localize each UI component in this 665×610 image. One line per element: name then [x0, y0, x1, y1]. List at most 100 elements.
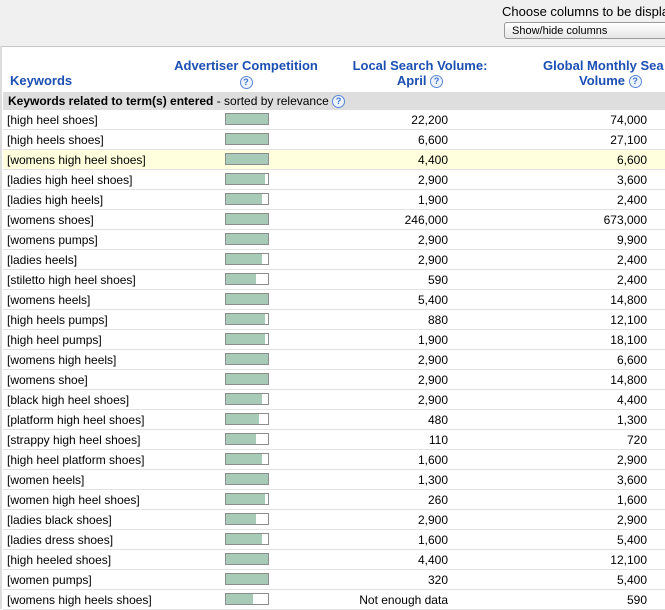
competition-bar [225, 113, 269, 125]
competition-bar-fill [226, 114, 268, 124]
competition-bar-fill [226, 514, 256, 524]
local-volume-cell: 2,900 [417, 173, 448, 187]
competition-bar-fill [226, 134, 268, 144]
keyword-cell[interactable]: [women pumps] [7, 573, 92, 587]
keyword-cell[interactable]: [high heeled shoes] [7, 553, 112, 567]
local-volume-cell: 4,400 [417, 553, 448, 567]
competition-bar-fill [226, 294, 268, 304]
competition-bar-fill [226, 434, 256, 444]
competition-bar-fill [226, 354, 268, 364]
global-volume-cell: 27,100 [610, 133, 647, 147]
local-volume-cell: 2,900 [417, 353, 448, 367]
competition-bar [225, 493, 269, 505]
table-row: [high heels shoes] 6,600 27,100 [3, 130, 665, 150]
competition-help-icon[interactable]: ? [239, 76, 253, 90]
global-volume-cell: 2,400 [616, 253, 647, 267]
competition-header-label[interactable]: Advertiser Competition [174, 58, 318, 73]
global-volume-cell: 14,800 [610, 293, 647, 307]
competition-bar [225, 593, 269, 605]
keyword-cell[interactable]: [womens shoes] [7, 213, 94, 227]
competition-bar-fill [226, 454, 263, 464]
local-volume-cell: 4,400 [417, 153, 448, 167]
local-volume-cell: 1,300 [417, 473, 448, 487]
global-volume-help-icon[interactable]: ? [628, 75, 642, 89]
table-row: [women high heel shoes] 260 1,600 [3, 490, 665, 510]
column-header-local-volume[interactable]: Local Search Volume: April ? [346, 58, 494, 89]
keyword-cell[interactable]: [womens shoe] [7, 373, 88, 387]
keyword-cell[interactable]: [ladies high heel shoes] [7, 173, 133, 187]
competition-bar [225, 573, 269, 585]
competition-bar-fill [226, 194, 263, 204]
global-volume-cell: 5,400 [616, 573, 647, 587]
keyword-cell[interactable]: [black high heel shoes] [7, 393, 130, 407]
local-volume-cell: 480 [427, 413, 448, 427]
competition-bar [225, 393, 269, 405]
competition-bar [225, 513, 269, 525]
keyword-cell[interactable]: [womens high heels] [7, 353, 117, 367]
table-row: [ladies dress shoes] 1,600 5,400 [3, 530, 665, 550]
keyword-cell[interactable]: [ladies heels] [7, 253, 78, 267]
keyword-cell[interactable]: [women high heel shoes] [7, 493, 140, 507]
global-volume-cell: 2,400 [616, 193, 647, 207]
keyword-cell[interactable]: [high heel platform shoes] [7, 453, 145, 467]
global-volume-cell: 6,600 [616, 353, 647, 367]
global-volume-header-line2[interactable]: Volume [579, 73, 625, 88]
local-volume-help-icon[interactable]: ? [430, 75, 444, 89]
group-sort-note: - sorted by relevance [213, 94, 329, 108]
competition-bar-fill [226, 554, 268, 564]
table-row: [platform high heel shoes] 480 1,300 [3, 410, 665, 430]
keyword-cell[interactable]: [womens pumps] [7, 233, 98, 247]
local-volume-header-line1[interactable]: Local Search Volume: [352, 58, 488, 73]
competition-bar-fill [226, 234, 268, 244]
keyword-cell[interactable]: [womens high heel shoes] [7, 153, 146, 167]
competition-bar-fill [226, 414, 260, 424]
choose-columns-label: Choose columns to be displa [502, 4, 665, 19]
global-volume-header-line1[interactable]: Global Monthly Sea [543, 58, 664, 73]
global-volume-cell: 6,600 [616, 153, 647, 167]
show-hide-columns-select[interactable]: Show/hide columns [504, 22, 665, 39]
competition-bar [225, 553, 269, 565]
competition-bar [225, 233, 269, 245]
table-row: [high heel pumps] 1,900 18,100 [3, 330, 665, 350]
keyword-cell[interactable]: [high heel shoes] [7, 113, 98, 127]
column-header-competition[interactable]: Advertiser Competition ? [172, 58, 320, 90]
local-volume-cell: 6,600 [417, 133, 448, 147]
local-volume-cell: 110 [428, 433, 448, 447]
table-row: [womens high heels shoes] Not enough data… [3, 590, 665, 610]
keyword-group-header: Keywords related to term(s) entered - so… [3, 92, 665, 110]
competition-bar-fill [226, 254, 263, 264]
competition-bar-fill [226, 574, 268, 584]
local-volume-cell: 2,900 [417, 393, 448, 407]
global-volume-cell: 673,000 [603, 213, 647, 227]
keyword-cell[interactable]: [strappy high heel shoes] [7, 433, 141, 447]
competition-bar [225, 533, 269, 545]
keyword-cell[interactable]: [high heels pumps] [7, 313, 108, 327]
keyword-cell[interactable]: [ladies high heels] [7, 193, 104, 207]
table-row: [high heels pumps] 880 12,100 [3, 310, 665, 330]
keyword-cell[interactable]: [ladies black shoes] [7, 513, 112, 527]
keyword-cell[interactable]: [high heel pumps] [7, 333, 102, 347]
competition-bar-fill [226, 334, 266, 344]
keywords-header-label[interactable]: Keywords [10, 73, 73, 88]
column-header-global-volume[interactable]: Global Monthly Sea Volume ? [543, 58, 665, 89]
table-row: [high heeled shoes] 4,400 12,100 [3, 550, 665, 570]
local-volume-cell: 2,900 [417, 373, 448, 387]
column-header-keywords[interactable]: Keywords [10, 73, 72, 88]
keyword-cell[interactable]: [platform high heel shoes] [7, 413, 145, 427]
keyword-cell[interactable]: [stiletto high heel shoes] [7, 273, 136, 287]
group-help-icon[interactable]: ? [332, 95, 346, 109]
keyword-cell[interactable]: [womens heels] [7, 293, 91, 307]
local-volume-header-line2[interactable]: April [396, 73, 427, 88]
competition-bar-fill [226, 214, 268, 224]
competition-bar-fill [226, 534, 263, 544]
competition-bar [225, 473, 269, 485]
table-row: [ladies high heel shoes] 2,900 3,600 [3, 170, 665, 190]
table-row: [ladies heels] 2,900 2,400 [3, 250, 665, 270]
keyword-cell[interactable]: [ladies dress shoes] [7, 533, 114, 547]
competition-bar [225, 253, 269, 265]
table-row: [ladies black shoes] 2,900 2,900 [3, 510, 665, 530]
keyword-cell[interactable]: [women heels] [7, 473, 85, 487]
table-row: [strappy high heel shoes] 110 720 [3, 430, 665, 450]
keyword-cell[interactable]: [womens high heels shoes] [7, 593, 152, 607]
keyword-cell[interactable]: [high heels shoes] [7, 133, 104, 147]
